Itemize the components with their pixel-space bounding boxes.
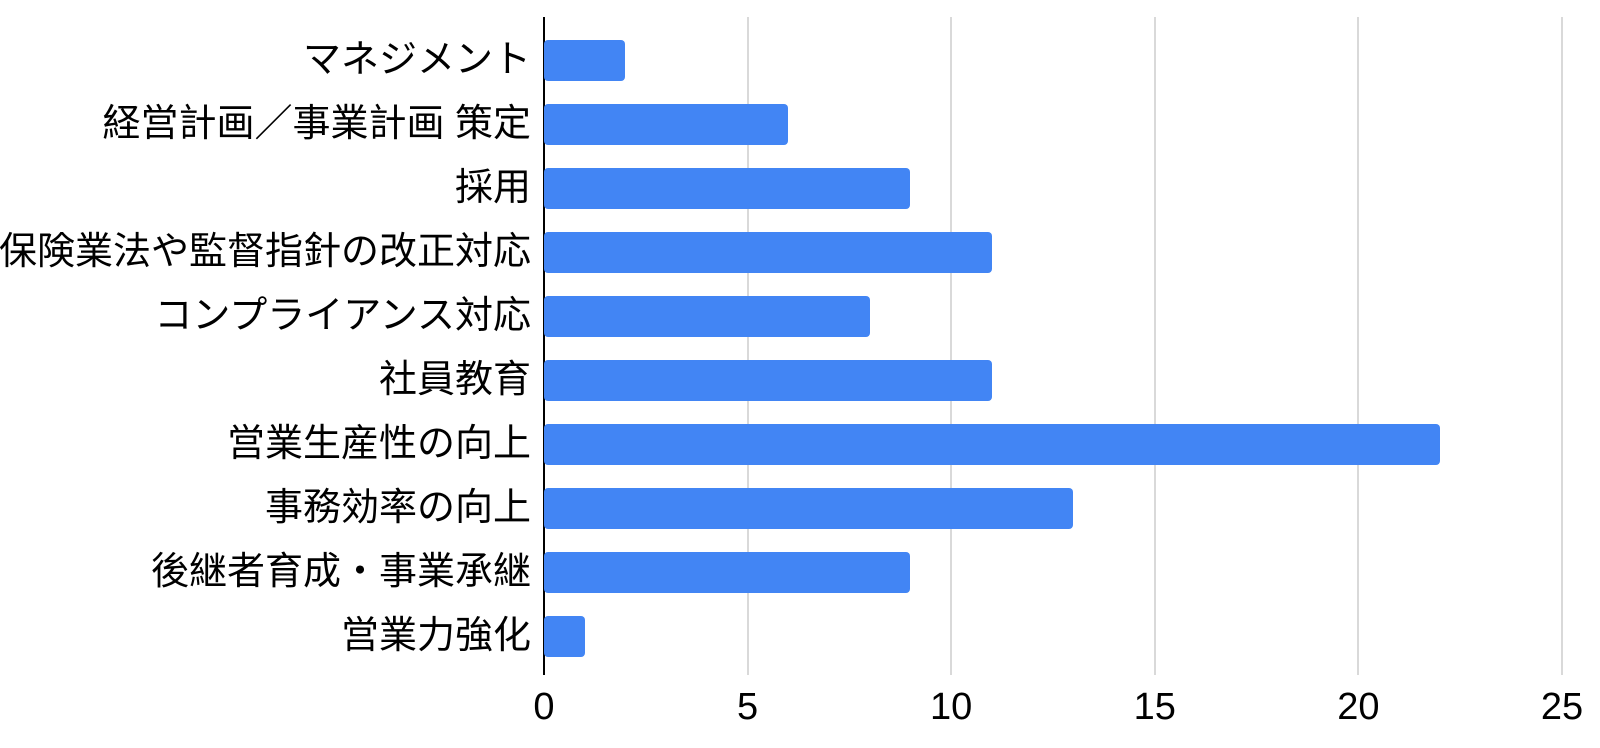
y-axis-line xyxy=(543,17,545,675)
category-label: 社員教育 xyxy=(378,359,531,401)
x-gridline xyxy=(1153,17,1156,675)
x-tick-label: 0 xyxy=(533,686,555,728)
bar[interactable] xyxy=(544,295,870,337)
bar[interactable] xyxy=(544,39,626,81)
bar[interactable] xyxy=(544,423,1440,465)
x-tick-label: 5 xyxy=(737,686,759,728)
category-label: 経営計画／事業計画 策定 xyxy=(102,103,531,145)
category-label: 営業力強化 xyxy=(340,615,531,657)
category-label: 採用 xyxy=(454,167,531,209)
bar[interactable] xyxy=(544,103,789,145)
category-label: 事務効率の向上 xyxy=(264,487,531,529)
bar[interactable] xyxy=(544,167,911,209)
x-tick-label: 10 xyxy=(930,686,973,728)
x-tick-label: 15 xyxy=(1133,686,1176,728)
x-gridline xyxy=(950,17,953,675)
category-label: マネジメント xyxy=(302,39,531,81)
category-label: コンプライアンス対応 xyxy=(154,295,531,337)
x-tick-label: 20 xyxy=(1337,686,1380,728)
bar[interactable] xyxy=(544,615,585,657)
bar[interactable] xyxy=(544,359,992,401)
x-gridline xyxy=(1357,17,1360,675)
category-label: 営業生産性の向上 xyxy=(226,423,531,465)
x-tick-label: 25 xyxy=(1540,686,1584,728)
bar[interactable] xyxy=(544,487,1074,529)
bar[interactable] xyxy=(544,231,992,273)
category-label: 後継者育成・事業承継 xyxy=(150,551,531,593)
x-gridline xyxy=(1561,17,1563,675)
category-label: 保険業法や監督指針の改正対応 xyxy=(0,231,531,273)
bar[interactable] xyxy=(544,551,911,593)
x-gridline xyxy=(746,17,749,675)
